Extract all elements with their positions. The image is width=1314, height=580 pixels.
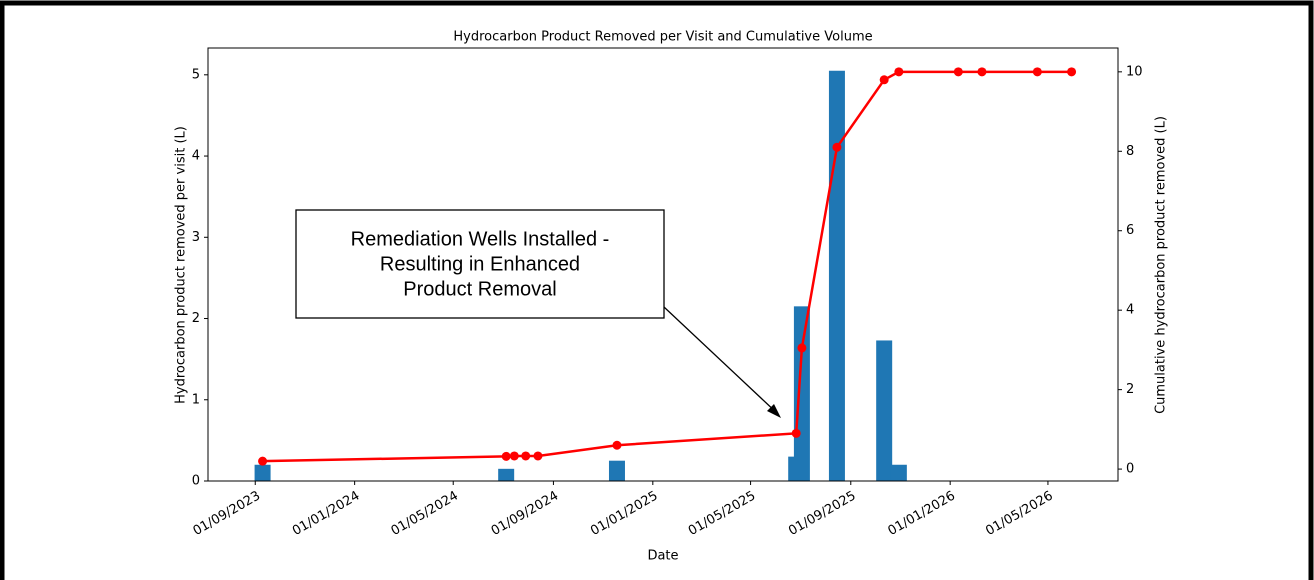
y2-tick-label: 2: [1126, 382, 1134, 397]
x-tick-label: 01/09/2025: [786, 489, 858, 539]
x-tick-label: 01/01/2026: [886, 489, 958, 539]
plot-frame: [207, 47, 1119, 482]
y-tick-label: 1: [192, 392, 200, 407]
x-tick-label: 01/01/2025: [588, 489, 660, 539]
x-tick-label: 01/09/2023: [191, 489, 263, 539]
point: [509, 451, 519, 461]
annotation-text: Resulting in Enhanced: [380, 253, 580, 275]
bar: [876, 340, 893, 481]
annotation-arrowhead: [767, 404, 781, 418]
x-tick-label: 01/05/2025: [686, 489, 758, 539]
y-tick-label: 5: [192, 67, 200, 82]
point: [977, 67, 987, 77]
annotation: Remediation Wells Installed - Resulting i…: [295, 209, 781, 418]
point: [894, 67, 904, 77]
y-tick-label: 4: [192, 149, 200, 164]
bar: [793, 306, 810, 481]
y-tick-label: 3: [192, 230, 200, 245]
point: [612, 440, 622, 450]
y2-tick-label: 8: [1126, 144, 1134, 159]
x-tick-label: 01/05/2024: [389, 489, 461, 539]
point: [879, 75, 889, 85]
y2-tick-label: 0: [1126, 462, 1134, 477]
y2-axis-label: Cumulative hydrocarbon product removed (…: [1154, 116, 1169, 414]
y2-tick-label: 10: [1126, 64, 1143, 79]
x-tick-label: 01/09/2024: [489, 489, 561, 539]
annotation-box: [295, 209, 665, 319]
bar: [828, 70, 845, 482]
point: [1067, 67, 1077, 77]
y-tick-label: 2: [192, 311, 200, 326]
y-tick-label: 0: [192, 474, 200, 489]
point: [521, 451, 531, 461]
x-tick-label: 01/05/2026: [983, 489, 1055, 539]
point: [791, 428, 801, 438]
point: [832, 142, 842, 152]
chart-title: Hydrocarbon Product Removed per Visit an…: [453, 30, 872, 45]
y2-tick-label: 6: [1126, 223, 1134, 238]
bar: [608, 460, 625, 481]
point: [953, 67, 963, 77]
bar: [498, 468, 515, 481]
point: [533, 451, 543, 461]
annotation-text: Product Removal: [403, 278, 556, 300]
point: [1032, 67, 1042, 77]
x-tick-label: 01/01/2024: [290, 489, 362, 539]
point: [501, 451, 511, 461]
y-axis-label: Hydrocarbon product removed per visit (L…: [174, 126, 189, 404]
x-axis-label: Date: [647, 549, 678, 564]
annotation-arrow: [663, 306, 779, 415]
bar: [890, 464, 907, 481]
y2-tick-label: 4: [1126, 303, 1134, 318]
annotation-text: Remediation Wells Installed -: [351, 228, 610, 250]
bar: [254, 464, 271, 481]
point: [797, 343, 807, 353]
point: [258, 456, 268, 466]
